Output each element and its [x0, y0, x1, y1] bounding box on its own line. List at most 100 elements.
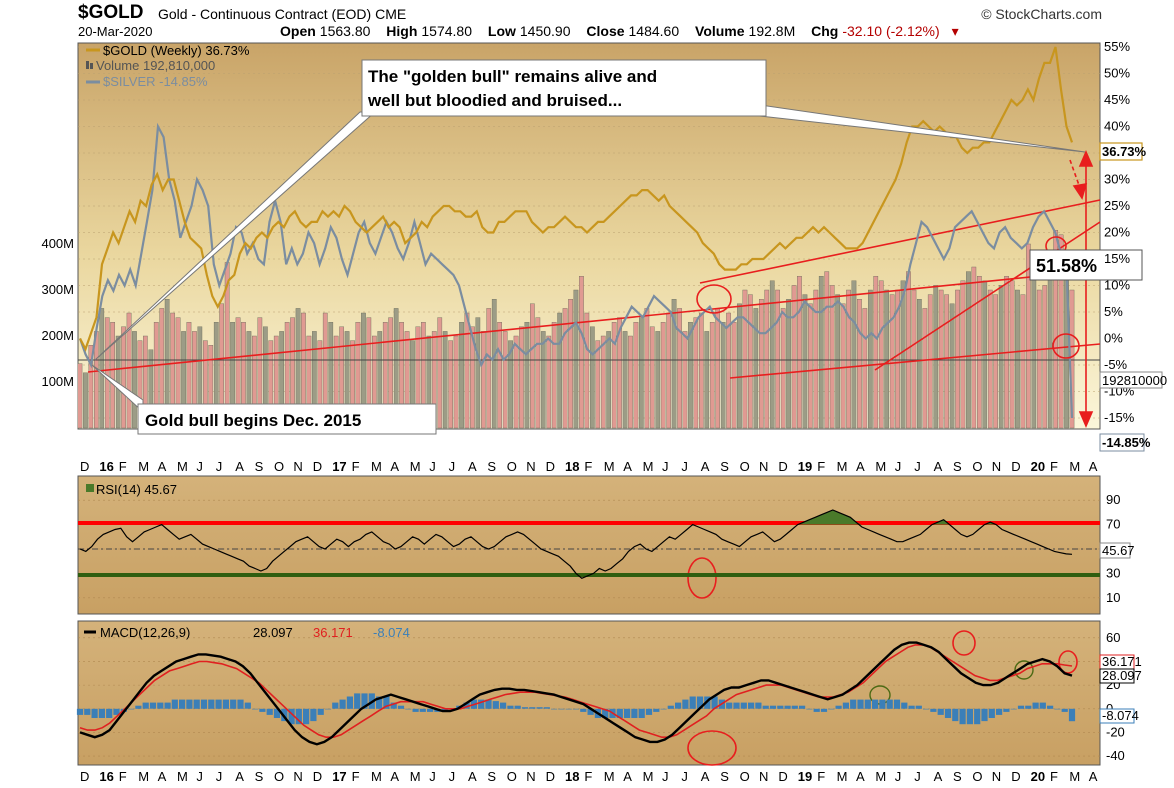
volume-bar — [998, 285, 1004, 429]
histogram-bar — [864, 699, 871, 709]
macd-axis-right: 6040200-20-40 — [1106, 630, 1125, 763]
volume-bar — [557, 312, 563, 429]
close-value: 1484.60 — [628, 23, 680, 39]
volume-bar — [671, 299, 677, 429]
volume-bar — [530, 303, 535, 429]
macd-panel-bg — [77, 620, 1101, 766]
histogram-bar — [850, 699, 857, 709]
volume-bar — [660, 322, 666, 429]
histogram-bar — [937, 708, 944, 715]
histogram-bar — [755, 702, 762, 709]
volume-bar — [453, 335, 459, 429]
histogram-bar — [908, 705, 915, 709]
price-tick: -5% — [1104, 357, 1128, 372]
callout-line-1: The "golden bull" remains alive and — [368, 67, 657, 86]
histogram-bar — [580, 708, 587, 712]
month-label: D — [313, 769, 322, 784]
volume-bar — [868, 289, 873, 429]
volume-bar — [709, 322, 715, 429]
symbol-title: $GOLD — [78, 2, 144, 23]
callout-balloon: The "golden bull" remains alive and well… — [94, 59, 1086, 361]
volume-bar — [590, 326, 595, 429]
rsi-readout: 45.67 — [1102, 543, 1135, 558]
rsi-swatch — [86, 484, 94, 492]
month-label: A — [856, 459, 865, 474]
histogram-bar — [303, 708, 310, 725]
month-label: J — [895, 769, 902, 784]
volume-bar — [693, 317, 699, 429]
month-label: O — [274, 459, 284, 474]
histogram-bar — [164, 702, 171, 709]
histogram-bar — [842, 702, 849, 709]
volume-bar — [132, 331, 137, 429]
volume-bar — [720, 322, 726, 429]
month-label: 17 — [332, 769, 346, 784]
month-label: A — [623, 769, 632, 784]
histogram-bar — [740, 702, 747, 709]
close-label: Close — [586, 23, 625, 39]
volume-axis-left: 400M 300M 200M 100M — [41, 236, 74, 389]
low-label: Low — [487, 23, 516, 39]
histogram-bar — [500, 702, 507, 709]
month-label: A — [934, 459, 943, 474]
histogram-bar — [806, 708, 813, 710]
price-tick: 20% — [1104, 225, 1130, 240]
month-label: J — [914, 769, 921, 784]
price-tick: 25% — [1104, 198, 1130, 213]
histogram-bar — [76, 708, 84, 715]
month-label: M — [643, 459, 654, 474]
month-label: O — [740, 459, 750, 474]
histogram-bar — [886, 699, 893, 709]
month-label: M — [138, 459, 149, 474]
month-label: S — [487, 769, 496, 784]
month-label: F — [1050, 769, 1058, 784]
volume-bar — [573, 289, 579, 429]
macd-legend-name: MACD(12,26,9) — [100, 625, 190, 640]
circle-macd-high — [952, 630, 976, 656]
macd-readout: 28.097 — [1102, 668, 1142, 683]
month-label: M — [875, 459, 886, 474]
month-label: F — [584, 769, 592, 784]
month-label: 19 — [798, 459, 812, 474]
month-label: D — [80, 459, 89, 474]
callout-line-2: well but bloodied and bruised... — [367, 91, 622, 110]
volume-bar — [568, 299, 573, 429]
volume-bar — [502, 331, 508, 429]
pct-box — [1029, 249, 1143, 281]
gold-line — [79, 46, 1074, 352]
histogram-bar — [324, 708, 332, 710]
month-label: M — [1069, 459, 1080, 474]
volume-bar — [688, 322, 693, 429]
open-label: Open — [280, 23, 316, 39]
circle-volume-spike — [1052, 333, 1080, 359]
macd-tick: -20 — [1106, 724, 1125, 739]
month-label: J — [681, 459, 688, 474]
histogram-bar — [419, 708, 426, 712]
histogram-bar — [572, 708, 580, 710]
volume-bar — [644, 308, 650, 429]
volume-bar — [731, 322, 737, 429]
rsi-tick: 70 — [1106, 517, 1120, 532]
histogram-bar — [1003, 708, 1010, 712]
histogram-bar — [791, 705, 798, 709]
volume-bar — [628, 335, 633, 429]
volume-bar — [1025, 243, 1031, 429]
bull-begins-note: Gold bull begins Dec. 2015 — [91, 364, 437, 435]
month-label: S — [487, 459, 496, 474]
circle-macd-low — [687, 730, 737, 766]
histogram-bar — [660, 708, 667, 710]
volume-bar — [481, 331, 486, 429]
month-label: F — [352, 459, 360, 474]
volume-bar — [513, 335, 519, 429]
price-tick: 45% — [1104, 92, 1130, 107]
histogram-bar — [915, 705, 922, 709]
volume-bar — [748, 294, 753, 429]
macd-histogram — [76, 693, 1076, 725]
month-label: M — [604, 769, 615, 784]
trendline-steep — [874, 221, 1101, 371]
volume-bar — [99, 308, 105, 429]
volume-bar — [595, 340, 601, 429]
month-label: O — [972, 769, 982, 784]
month-label: J — [895, 459, 902, 474]
histogram-bar — [682, 699, 689, 709]
